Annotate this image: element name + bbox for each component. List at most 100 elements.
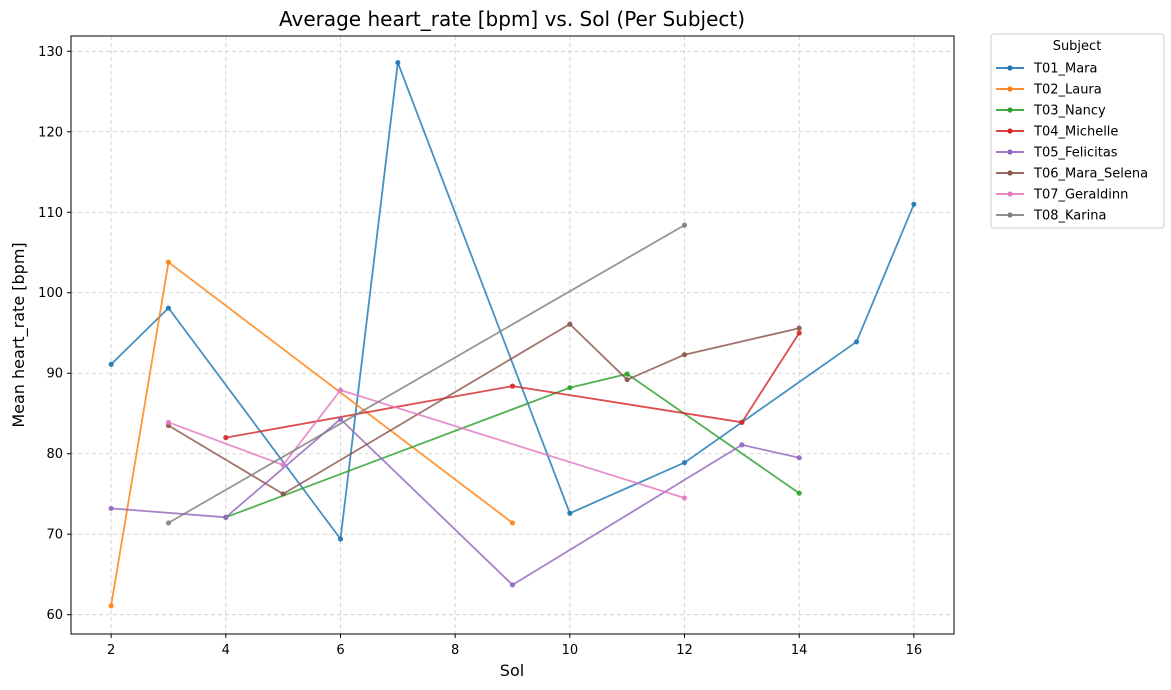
legend-item: T05_Felicitas [996,146,1118,161]
data-point [165,305,172,311]
data-point [567,385,573,391]
legend-item: T03_Nancy [996,104,1106,119]
x-tick-label: 2 [107,643,115,658]
x-tick-label: 16 [906,643,923,658]
data-point [853,339,860,345]
plot-series [108,59,917,609]
y-tick-label: 60 [46,608,63,623]
legend-label: T01_Mara [1033,62,1097,77]
legend-label: T05_Felicitas [1033,146,1118,161]
data-point [108,603,114,609]
legend-item: T06_Mara_Selena [996,167,1148,182]
data-point [337,536,344,542]
data-point [509,520,516,526]
y-tick-label: 70 [46,528,63,543]
data-point [337,387,344,393]
legend-swatch-marker [1007,86,1013,92]
legend-label: T02_Laura [1033,83,1102,98]
data-point [165,419,172,425]
data-point [165,520,172,526]
data-point [911,201,917,207]
data-point [796,325,802,331]
data-point [567,321,573,327]
x-tick-label: 14 [791,643,808,658]
legend-item: T07_Geraldinn [996,188,1128,203]
x-axis-ticks: 2 4 6 8 10 12 14 16 [107,634,922,658]
legend-title: Subject [1053,39,1102,54]
legend-swatch-marker [1007,212,1013,218]
data-point [165,259,172,265]
data-point [280,491,286,497]
data-point [796,330,802,336]
data-point [681,222,688,228]
x-tick-label: 12 [676,643,693,658]
series-line [225,332,800,439]
x-tick-label: 6 [336,643,344,658]
x-tick-label: 4 [222,643,230,658]
data-point [567,510,573,516]
series-line [111,418,800,586]
y-tick-label: 100 [38,286,63,301]
data-point [223,435,229,441]
y-axis-label: Mean heart_rate [bpm] [9,242,29,427]
legend-item: T01_Mara [996,62,1097,77]
legend-item: T04_Michelle [996,125,1118,140]
legend-box [990,33,1165,229]
legend-item: T02_Laura [996,83,1102,98]
legend-swatch-marker [1007,65,1013,71]
data-point [681,459,688,466]
data-point [681,495,688,501]
legend-items: T01_Mara T02_Laura T03_Nancy T04_Michelle T0… [996,62,1148,224]
y-tick-label: 110 [38,206,63,221]
series-t05-felicitas [108,416,802,588]
data-point [223,514,229,520]
data-point [739,442,745,448]
series-line [168,323,800,495]
x-axis-label: Sol [500,661,524,680]
data-point [108,505,114,512]
data-point [624,371,630,377]
data-point [337,416,344,422]
series-line [168,224,685,524]
grid [71,36,954,634]
y-axis-ticks: 60 70 80 90 100 110 120 130 [38,45,71,623]
data-point [739,419,745,425]
series-line [168,389,685,499]
series-t01-mara [108,59,917,542]
legend-label: T04_Michelle [1033,125,1118,140]
series-line [110,61,915,540]
data-point [509,582,516,588]
data-point [796,455,802,461]
data-point [624,377,630,383]
series-t04-michelle [223,330,802,441]
y-tick-label: 90 [46,367,63,382]
y-tick-label: 80 [46,447,63,462]
y-tick-label: 130 [38,45,63,60]
legend-label: T06_Mara_Selena [1033,167,1148,182]
data-point [681,352,688,358]
data-point [509,383,516,389]
data-point [280,462,286,468]
series-t06-mara-selena [165,321,802,497]
x-tick-label: 8 [451,643,459,658]
plot-frame [70,35,955,635]
data-point [796,490,802,496]
series-line [110,261,514,606]
legend: Subject T01_Mara T02_Laura T03_Nancy T04_Mi… [990,33,1165,229]
series-t08-karina [165,222,688,526]
legend-swatch-marker [1007,170,1013,176]
y-tick-label: 120 [38,125,63,140]
legend-swatch-marker [1007,128,1013,134]
legend-item: T08_Karina [996,209,1106,224]
legend-label: T07_Geraldinn [1033,188,1128,203]
series-t07-geraldinn [165,387,688,501]
legend-label: T08_Karina [1033,209,1106,224]
series-line [225,373,800,519]
series-t02-laura [108,259,516,609]
legend-swatch-marker [1007,149,1013,155]
legend-swatch-marker [1007,191,1013,197]
chart-title: Average heart_rate [bpm] vs. Sol (Per Su… [279,7,745,31]
x-tick-label: 10 [562,643,579,658]
legend-label: T03_Nancy [1033,104,1106,119]
